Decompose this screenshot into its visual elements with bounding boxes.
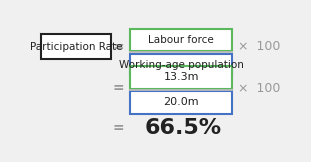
FancyBboxPatch shape [131,66,232,89]
Text: Working-age population: Working-age population [118,60,244,70]
Text: =: = [113,81,124,95]
Text: =: = [113,121,124,135]
FancyBboxPatch shape [131,54,232,76]
FancyBboxPatch shape [41,34,111,59]
Text: 13.3m: 13.3m [163,72,199,82]
FancyBboxPatch shape [131,29,232,51]
Text: Participation Rate: Participation Rate [30,42,123,52]
Text: 20.0m: 20.0m [163,97,199,107]
Text: Labour force: Labour force [148,35,214,45]
Text: 66.5%: 66.5% [145,118,222,138]
Text: =: = [113,40,124,54]
Text: ×  100: × 100 [238,40,280,53]
FancyBboxPatch shape [131,91,232,114]
Text: ×  100: × 100 [238,81,280,95]
